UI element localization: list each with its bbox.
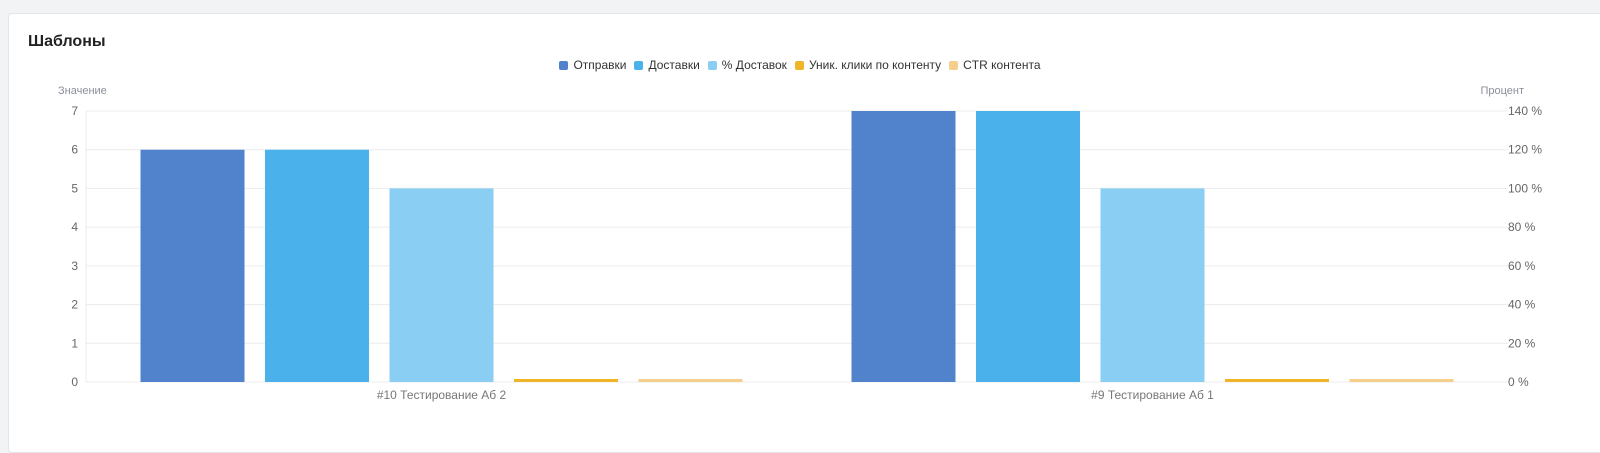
- legend-item[interactable]: Отправки: [559, 58, 626, 72]
- y2-tick-label: 0 %: [1508, 375, 1529, 389]
- x-category-label: #9 Тестирование Аб 1: [1091, 388, 1214, 402]
- bars: [140, 111, 1454, 382]
- y-axis-ticks: 0 1 2 3 4 5 6 7: [71, 104, 78, 389]
- legend-swatch: [794, 60, 804, 70]
- legend-swatch: [634, 60, 644, 70]
- legend-label: CTR контента: [963, 58, 1041, 72]
- legend-item[interactable]: % Доставок: [707, 58, 787, 72]
- bar[interactable]: [389, 188, 494, 382]
- bar[interactable]: [265, 149, 369, 382]
- y-tick-label: 5: [71, 181, 78, 195]
- bar[interactable]: [638, 379, 743, 382]
- bar[interactable]: [1100, 188, 1205, 382]
- bar[interactable]: [140, 149, 245, 382]
- bar[interactable]: [976, 111, 1080, 382]
- y2-tick-label: 40 %: [1508, 298, 1536, 312]
- y2-tick-label: 20 %: [1508, 336, 1536, 350]
- y-tick-label: 6: [71, 143, 78, 157]
- legend-label: Отправки: [573, 58, 627, 72]
- legend-swatch: [949, 60, 959, 70]
- y-tick-label: 1: [71, 336, 78, 350]
- y2-tick-label: 100 %: [1508, 181, 1542, 195]
- legend-item[interactable]: CTR контента: [949, 58, 1041, 72]
- legend-swatch: [559, 60, 569, 70]
- bar[interactable]: [1225, 379, 1329, 382]
- legend-label: Доставки: [648, 58, 700, 72]
- legend-label: % Доставок: [721, 58, 787, 72]
- y2-tick-label: 140 %: [1508, 104, 1542, 118]
- bar-chart: Значение Процент 0 1 2 3 4 5 6 7 0 % 20 % 40 % 60 …: [58, 85, 1542, 402]
- legend-label: Уник. клики по контенту: [808, 58, 942, 72]
- x-category-label: #10 Тестирование Аб 2: [377, 388, 507, 402]
- y-tick-label: 7: [71, 104, 78, 118]
- y2-tick-label: 60 %: [1508, 259, 1536, 273]
- chart-legend: Отправки Доставки % Доставок Уник. клики по…: [0, 58, 1600, 73]
- bar[interactable]: [851, 111, 956, 382]
- legend-swatch: [707, 60, 717, 70]
- y-axis-title: Значение: [58, 85, 107, 97]
- bar[interactable]: [1349, 379, 1454, 382]
- bar[interactable]: [514, 379, 618, 382]
- y-tick-label: 3: [71, 259, 78, 273]
- legend-item[interactable]: Доставки: [634, 58, 700, 72]
- y-tick-label: 2: [71, 298, 78, 312]
- y2-tick-label: 120 %: [1508, 143, 1542, 157]
- panel-title: Шаблоны: [28, 33, 106, 50]
- legend-item[interactable]: Уник. клики по контенту: [794, 58, 942, 72]
- y2-tick-label: 80 %: [1508, 220, 1536, 234]
- y2-axis-title: Процент: [1480, 85, 1524, 97]
- y2-axis-ticks: 0 % 20 % 40 % 60 % 80 % 100 % 120 % 140 %: [1508, 104, 1542, 389]
- y-tick-label: 0: [71, 375, 78, 389]
- y-tick-label: 4: [71, 220, 78, 234]
- x-axis-categories: #10 Тестирование Аб 2 #9 Тестирование Аб …: [377, 388, 1214, 402]
